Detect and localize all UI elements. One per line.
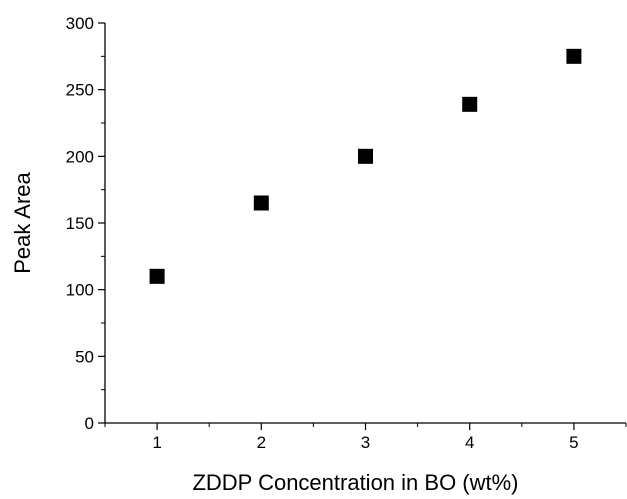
y-tick-label: 150 [66, 214, 94, 233]
data-point-square [149, 268, 165, 284]
x-tick-label: 2 [257, 433, 266, 452]
data-points [149, 48, 582, 284]
x-axis-ticks [104, 423, 627, 430]
x-axis-title: ZDDP Concentration in BO (wt%) [192, 470, 518, 495]
y-tick-label: 0 [85, 414, 94, 433]
y-tick-label: 200 [66, 147, 94, 166]
y-tick-label: 300 [66, 14, 94, 33]
x-tick-label: 5 [569, 433, 578, 452]
y-axis-ticks [98, 22, 105, 424]
data-point-square [462, 96, 478, 112]
x-tick-label: 1 [152, 433, 161, 452]
data-point-square [253, 195, 269, 211]
y-tick-label: 250 [66, 81, 94, 100]
y-tick-label: 100 [66, 281, 94, 300]
data-point-square [358, 148, 373, 164]
y-tick-label: 50 [75, 347, 94, 366]
y-axis-tick-labels: 0 50 100 150 200 250 300 [66, 14, 94, 433]
x-tick-label: 4 [465, 433, 474, 452]
x-axis-tick-labels: 1 2 3 4 5 [152, 433, 578, 452]
x-tick-label: 3 [361, 433, 370, 452]
data-point-square [566, 48, 582, 64]
y-axis-title: Peak Area [10, 171, 35, 273]
